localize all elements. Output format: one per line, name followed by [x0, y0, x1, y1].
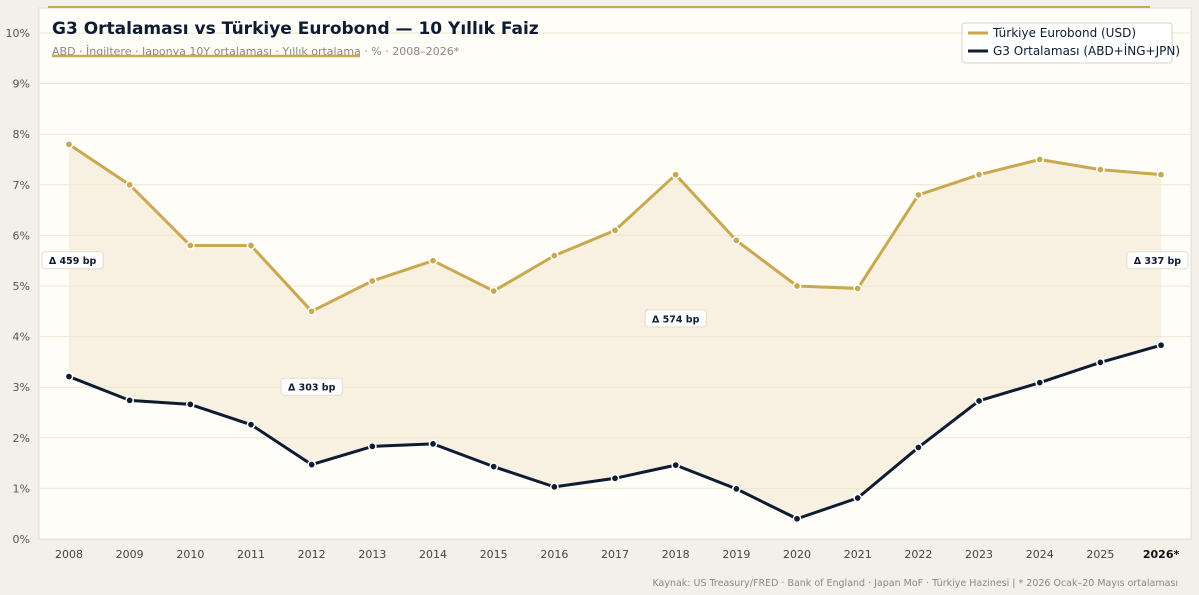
x-tick-label: 2024 — [1026, 548, 1054, 561]
data-point-turkiye — [368, 276, 377, 286]
data-point-g3 — [792, 514, 802, 524]
x-tick-label: 2017 — [601, 548, 629, 561]
x-tick-label: 2025 — [1086, 548, 1114, 561]
chart-title: G3 Ortalaması vs Türkiye Eurobond — 10 Y… — [52, 19, 539, 39]
data-point-g3 — [550, 482, 559, 492]
y-tick-label: 4% — [13, 331, 30, 344]
delta-label: Δ 337 bp — [1134, 256, 1182, 267]
data-point-g3 — [914, 443, 923, 452]
data-point-g3 — [428, 439, 438, 449]
data-point-g3 — [1156, 340, 1166, 350]
delta-label-box — [280, 377, 343, 396]
y-tick-label: 9% — [13, 78, 30, 91]
x-tick-label: 2008 — [55, 548, 83, 561]
data-point-g3 — [185, 400, 195, 409]
data-point-g3 — [307, 460, 317, 469]
data-point-turkiye — [307, 306, 317, 316]
data-point-turkiye — [1156, 170, 1166, 180]
x-tick-label: 2019 — [722, 548, 750, 561]
data-point-g3 — [246, 420, 256, 429]
x-tick-label: 2020 — [783, 548, 811, 561]
x-tick-label: 2011 — [237, 548, 265, 561]
x-tick-label: 2010 — [176, 548, 204, 561]
data-point-turkiye — [1096, 165, 1105, 174]
data-point-g3 — [732, 484, 741, 494]
data-point-g3 — [1035, 378, 1045, 387]
data-point-turkiye — [792, 281, 802, 291]
data-point-g3 — [489, 462, 499, 471]
y-tick-label: 1% — [13, 482, 30, 495]
delta-label-box — [41, 251, 104, 270]
data-point-g3 — [610, 473, 620, 483]
data-point-g3 — [853, 493, 863, 503]
y-tick-label: 3% — [13, 381, 30, 394]
legend-box — [961, 22, 1173, 64]
y-tick-label: 8% — [13, 128, 30, 141]
data-point-g3 — [1096, 358, 1105, 367]
data-point-turkiye — [671, 170, 681, 180]
data-point-turkiye — [428, 256, 438, 266]
x-tick-label: 2023 — [965, 548, 993, 561]
x-tick-label: 2015 — [480, 548, 508, 561]
y-tick-label: 0% — [13, 533, 30, 546]
data-point-turkiye — [914, 190, 923, 200]
data-point-turkiye — [853, 284, 863, 293]
data-point-turkiye — [489, 286, 499, 296]
legend-label-g3: G3 Ortalaması (ABD+İNG+JPN) — [993, 43, 1180, 58]
x-tick-label: 2012 — [298, 548, 326, 561]
y-tick-label: 10% — [6, 27, 30, 40]
source-note: Kaynak: US Treasury/FRED · Bank of Engla… — [652, 578, 1178, 589]
data-point-turkiye — [610, 225, 620, 235]
data-point-g3 — [368, 442, 377, 451]
x-tick-label: 2018 — [662, 548, 690, 561]
x-tick-label: 2021 — [844, 548, 872, 561]
data-point-turkiye — [1035, 155, 1045, 164]
data-point-g3 — [671, 460, 681, 470]
x-tick-label: 2013 — [358, 548, 386, 561]
legend-label-turkiye: Türkiye Eurobond (USD) — [992, 26, 1136, 40]
x-tick-label: 2022 — [904, 548, 932, 561]
gap-fill-area — [69, 144, 1162, 519]
delta-label: Δ 303 bp — [288, 383, 336, 394]
data-point-turkiye — [974, 170, 984, 180]
data-point-turkiye — [732, 236, 741, 245]
y-tick-label: 6% — [13, 229, 30, 242]
y-tick-label: 5% — [13, 280, 30, 293]
data-point-g3 — [125, 396, 135, 405]
x-tick-label: 2026* — [1143, 548, 1180, 561]
legend: Türkiye Eurobond (USD) G3 Ortalaması (AB… — [961, 22, 1180, 64]
x-tick-label: 2016 — [540, 548, 568, 561]
y-tick-label: 2% — [13, 432, 30, 445]
data-point-turkiye — [185, 241, 195, 250]
data-point-turkiye — [246, 241, 256, 250]
x-tick-label: 2014 — [419, 548, 447, 561]
data-point-g3 — [64, 372, 74, 381]
delta-label-box — [644, 309, 707, 328]
data-point-turkiye — [550, 251, 559, 260]
delta-label: Δ 459 bp — [49, 256, 97, 267]
data-point-g3 — [974, 396, 984, 406]
x-tick-label: 2009 — [116, 548, 144, 561]
data-point-turkiye — [64, 139, 74, 149]
delta-label-box — [1126, 251, 1189, 270]
y-tick-label: 7% — [13, 179, 30, 192]
data-point-turkiye — [125, 180, 135, 190]
delta-label: Δ 574 bp — [652, 314, 700, 325]
